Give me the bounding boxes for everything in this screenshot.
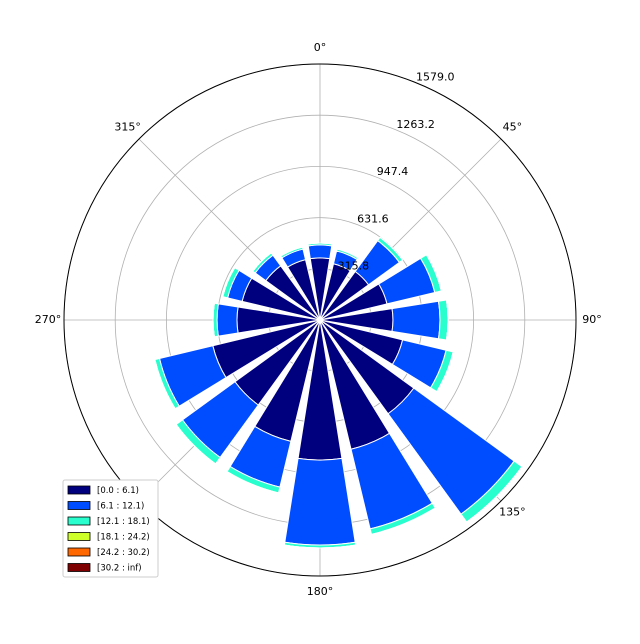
legend-label: [30.2 : inf) bbox=[97, 564, 142, 574]
bar bbox=[212, 303, 215, 337]
bar bbox=[252, 252, 272, 272]
legend-swatch bbox=[67, 547, 91, 557]
theta-tick-label: 315° bbox=[114, 121, 141, 134]
bar bbox=[436, 351, 454, 392]
bar bbox=[154, 359, 176, 410]
legend-label: [12.1 : 18.1) bbox=[97, 517, 150, 527]
polar-frame bbox=[63, 63, 577, 577]
theta-tick-label: 270° bbox=[35, 313, 62, 326]
bar bbox=[280, 246, 303, 257]
theta-tick-label: 135° bbox=[499, 505, 526, 518]
legend-swatch bbox=[67, 563, 91, 572]
bar bbox=[307, 242, 333, 245]
r-tick-label: 1263.2 bbox=[396, 118, 435, 131]
bar bbox=[222, 267, 236, 297]
theta-tick-label: 180° bbox=[307, 585, 334, 598]
r-tick-label: 631.6 bbox=[357, 212, 389, 225]
r-tick-label: 315.8 bbox=[338, 260, 370, 273]
bar bbox=[307, 244, 333, 260]
bar bbox=[336, 248, 359, 259]
legend-label: [0.0 : 6.1) bbox=[97, 486, 139, 496]
bar bbox=[216, 303, 239, 337]
legend-label: [18.1 : 24.2) bbox=[97, 533, 150, 543]
legend-swatch bbox=[67, 501, 91, 510]
bar bbox=[446, 299, 449, 341]
legend-swatch bbox=[67, 516, 91, 526]
legend-swatch bbox=[67, 532, 91, 541]
theta-tick-label: 0° bbox=[314, 41, 327, 54]
bar bbox=[391, 300, 441, 340]
bar bbox=[379, 236, 404, 261]
r-tick-label: 1579.0 bbox=[416, 70, 455, 83]
bar bbox=[437, 299, 449, 341]
legend-label: [24.2 : 30.2) bbox=[97, 548, 150, 558]
r-tick-label: 947.4 bbox=[377, 165, 409, 178]
legend-label: [6.1 : 12.1) bbox=[97, 502, 144, 512]
theta-tick-label: 90° bbox=[582, 313, 602, 326]
theta-tick-label: 45° bbox=[503, 121, 523, 134]
bar bbox=[426, 254, 442, 291]
legend: [0.0 : 6.1) [6.1 : 12.1) [12.1 : 18.1) [18.… bbox=[62, 479, 159, 578]
legend-swatch bbox=[67, 485, 91, 495]
